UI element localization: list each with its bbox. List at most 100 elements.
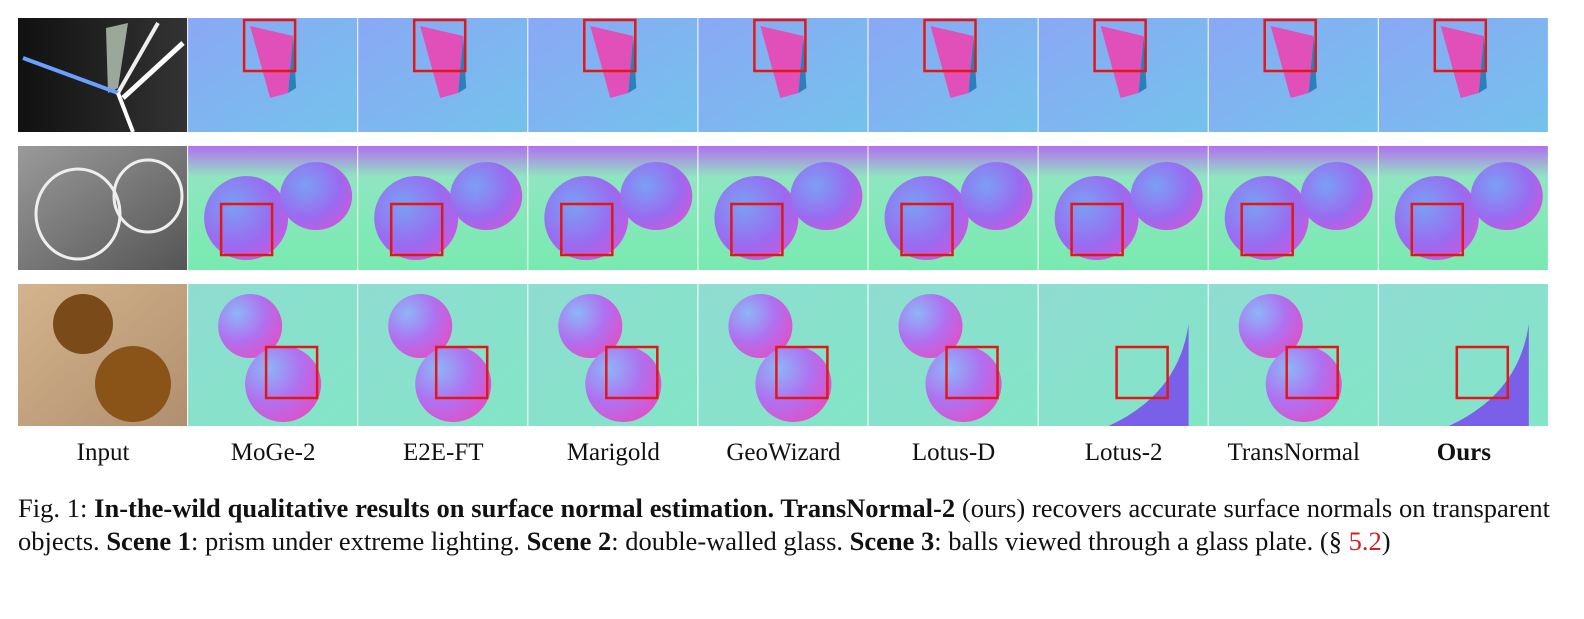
caption-bold: Scene 2 xyxy=(526,526,612,556)
caption-bold: Scene 3 xyxy=(849,526,935,556)
column-label: MoGe-2 xyxy=(231,439,316,466)
caption-bold: In-the-wild qualitative results on surfa… xyxy=(94,493,956,523)
light-beam xyxy=(121,41,185,100)
glass xyxy=(112,158,184,234)
highlight-box xyxy=(389,202,444,257)
prism-normal xyxy=(1478,36,1487,93)
highlight-box xyxy=(1115,345,1169,400)
image-cell xyxy=(188,18,358,132)
ball-normal xyxy=(728,294,793,358)
bowl-normal xyxy=(374,176,459,260)
highlight-box xyxy=(1263,18,1317,73)
bowl-normal xyxy=(1300,162,1373,230)
prism-normal xyxy=(250,26,294,98)
caption-text: (ours) recovers accurate surface normals… xyxy=(18,493,1550,556)
prism-normal xyxy=(1100,26,1144,98)
column-label: TransNormal xyxy=(1228,439,1360,466)
image-cell xyxy=(1038,284,1208,426)
highlight-box xyxy=(900,202,954,257)
column-label: GeoWizard xyxy=(726,439,841,466)
image-cell xyxy=(698,146,868,270)
prism-normal xyxy=(760,26,804,98)
image-cell xyxy=(1378,146,1548,270)
highlight-box xyxy=(264,345,319,400)
caption-bold: Scene 1 xyxy=(106,526,191,556)
light-beam xyxy=(116,22,160,94)
bowl-normal xyxy=(1394,176,1479,260)
highlight-box xyxy=(560,202,614,257)
prism-normal xyxy=(1270,26,1314,98)
image-cell xyxy=(1378,284,1548,426)
prism-normal xyxy=(420,26,464,98)
highlight-box xyxy=(412,18,467,73)
image-cell xyxy=(698,284,868,426)
bowl-normal xyxy=(1054,176,1139,260)
plate-normal xyxy=(1108,324,1189,426)
image-cell xyxy=(188,284,358,426)
image-cell xyxy=(1208,18,1378,132)
image-cell xyxy=(1208,284,1378,426)
image-cell xyxy=(358,146,528,270)
highlight-box xyxy=(605,345,659,400)
bowl-normal xyxy=(1224,176,1309,260)
caption: Fig. 1: In-the-wild qualitative results … xyxy=(18,492,1550,558)
image-cell xyxy=(18,284,188,426)
image-cell xyxy=(358,284,528,426)
section-link[interactable]: 5.2 xyxy=(1348,526,1382,556)
image-cell xyxy=(528,146,698,270)
light-beam xyxy=(22,56,119,95)
image-cell xyxy=(188,146,358,270)
image-cell xyxy=(1378,18,1548,132)
caption-text: : balls viewed through a glass plate. (§ xyxy=(934,526,1349,556)
highlight-box xyxy=(434,345,489,400)
image-cell xyxy=(358,18,528,132)
highlight-box xyxy=(753,18,807,73)
image-cell xyxy=(18,18,188,133)
image-cell xyxy=(528,18,698,132)
bowl-normal xyxy=(1470,162,1543,230)
bowl-normal xyxy=(1130,162,1203,230)
bowl-normal xyxy=(544,176,629,260)
light-beam xyxy=(116,92,135,133)
ball-normal xyxy=(585,346,662,422)
image-cell xyxy=(868,284,1038,426)
highlight-box xyxy=(219,202,274,257)
image-cell xyxy=(868,18,1038,132)
highlight-box xyxy=(1070,202,1124,257)
caption-text: : prism under extreme lighting. xyxy=(190,526,527,556)
highlight-box xyxy=(1240,202,1294,257)
prism-normal xyxy=(458,36,467,93)
ball-normal xyxy=(415,346,492,422)
highlight-box xyxy=(1433,18,1488,73)
ball-normal xyxy=(925,346,1002,422)
highlight-box xyxy=(1410,202,1465,257)
input-image xyxy=(18,18,188,132)
prism-normal xyxy=(628,36,637,93)
plate-normal xyxy=(1448,324,1529,426)
column-label: Ours xyxy=(1437,439,1491,466)
image-cell xyxy=(18,146,188,270)
bowl-normal xyxy=(620,162,693,230)
prism xyxy=(106,23,128,93)
ball-normal xyxy=(1238,294,1303,358)
highlight-box xyxy=(583,18,637,73)
highlight-box xyxy=(923,18,977,73)
bowl-normal xyxy=(204,176,289,260)
ball-normal xyxy=(898,294,963,358)
wood-ball xyxy=(95,346,171,422)
ball-normal xyxy=(218,294,283,358)
bowl-normal xyxy=(884,176,969,260)
image-cell xyxy=(1038,18,1208,132)
highlight-box xyxy=(1285,345,1339,400)
highlight-box xyxy=(1455,345,1510,400)
highlight-box xyxy=(242,18,297,73)
image-cell xyxy=(1038,146,1208,270)
highlight-box xyxy=(775,345,829,400)
bowl-normal xyxy=(280,162,353,230)
column-label: E2E-FT xyxy=(403,439,484,466)
ball-normal xyxy=(558,294,623,358)
prism-normal xyxy=(590,26,634,98)
bowl-normal xyxy=(960,162,1033,230)
column-label: Lotus-2 xyxy=(1085,439,1163,466)
